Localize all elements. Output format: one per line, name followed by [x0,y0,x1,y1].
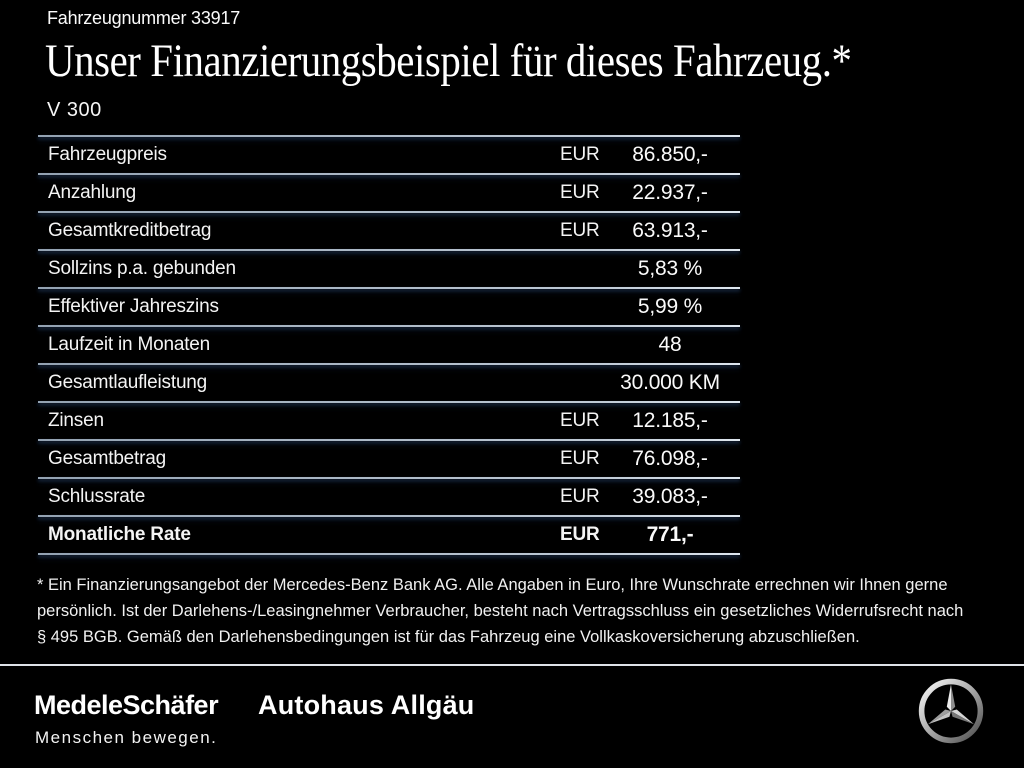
row-currency: EUR [560,524,600,545]
footnote-line: § 495 BGB. Gemäß den Darlehensbedingunge… [37,628,860,646]
footer-separator [0,664,1024,666]
row-value: 5,83 % [637,257,703,280]
row-value: 86.850,- [632,143,708,166]
row-label: Laufzeit in Monaten [48,334,211,355]
row-separator [38,477,740,479]
row-separator [38,553,740,555]
vehicle-number: Fahrzeugnummer 33917 [47,8,241,28]
row-value: 39.083,- [632,485,708,508]
row-separator [38,401,740,403]
row-label: Effektiver Jahreszins [48,296,219,317]
table-row: Laufzeit in Monaten 48 [38,327,740,363]
row-value: 63.913,- [632,219,708,242]
table-row: Gesamtkreditbetrag EUR 63.913,- [38,213,740,249]
finance-table: Fahrzeugpreis EUR 86.850,- Anzahlung EUR… [38,135,740,555]
row-label: Gesamtlaufleistung [48,372,208,393]
vehicle-model: V 300 [47,99,102,121]
row-value: 5,99 % [637,295,703,318]
row-label: Sollzins p.a. gebunden [48,258,236,279]
row-separator [38,515,740,517]
row-currency: EUR [560,182,600,203]
row-currency: EUR [560,410,600,431]
row-label: Zinsen [48,410,104,431]
row-separator [38,173,740,175]
row-value: 12.185,- [632,409,708,432]
row-label: Schlussrate [48,486,146,507]
row-separator [38,325,740,327]
row-value: 30.000 KM [620,371,720,394]
table-row: Gesamtlaufleistung 30.000 KM [38,365,740,401]
table-row: Schlussrate EUR 39.083,- [38,479,740,515]
footnote-line: persönlich. Ist der Darlehens-/Leasingne… [37,602,964,620]
row-currency: EUR [560,448,600,469]
table-row: Anzahlung EUR 22.937,- [38,175,740,211]
row-currency: EUR [560,486,600,507]
row-value: 771,- [646,523,694,546]
row-value: 22.937,- [632,181,708,204]
row-value: 76.098,- [632,447,708,470]
footnote-line: * Ein Finanzierungsangebot der Mercedes-… [37,576,948,594]
dealer-tagline: Menschen bewegen. [35,728,218,747]
table-row: Fahrzeugpreis EUR 86.850,- [38,137,740,173]
mercedes-star-icon [918,678,984,744]
dealer2-logo: Autohaus Allgäu [258,690,475,720]
row-label: Gesamtbetrag [48,448,166,469]
row-separator [38,249,740,251]
page-title: Unser Finanzierungsbeispiel für dieses F… [45,35,852,87]
dealer-logo: MedeleSchäfer [34,690,219,720]
row-currency: EUR [560,220,600,241]
row-value: 48 [658,333,682,356]
row-separator [38,135,740,137]
row-label: Fahrzeugpreis [48,144,167,165]
table-row: Monatliche Rate EUR 771,- [38,517,740,553]
table-row: Zinsen EUR 12.185,- [38,403,740,439]
row-separator [38,287,740,289]
table-row: Gesamtbetrag EUR 76.098,- [38,441,740,477]
row-currency: EUR [560,144,600,165]
row-label: Monatliche Rate [48,524,191,545]
row-separator [38,211,740,213]
table-row: Sollzins p.a. gebunden 5,83 % [38,251,740,287]
row-label: Anzahlung [48,182,136,203]
footnote: * Ein Finanzierungsangebot der Mercedes-… [37,572,1007,650]
row-separator [38,363,740,365]
row-label: Gesamtkreditbetrag [48,220,212,241]
table-row: Effektiver Jahreszins 5,99 % [38,289,740,325]
row-separator [38,439,740,441]
